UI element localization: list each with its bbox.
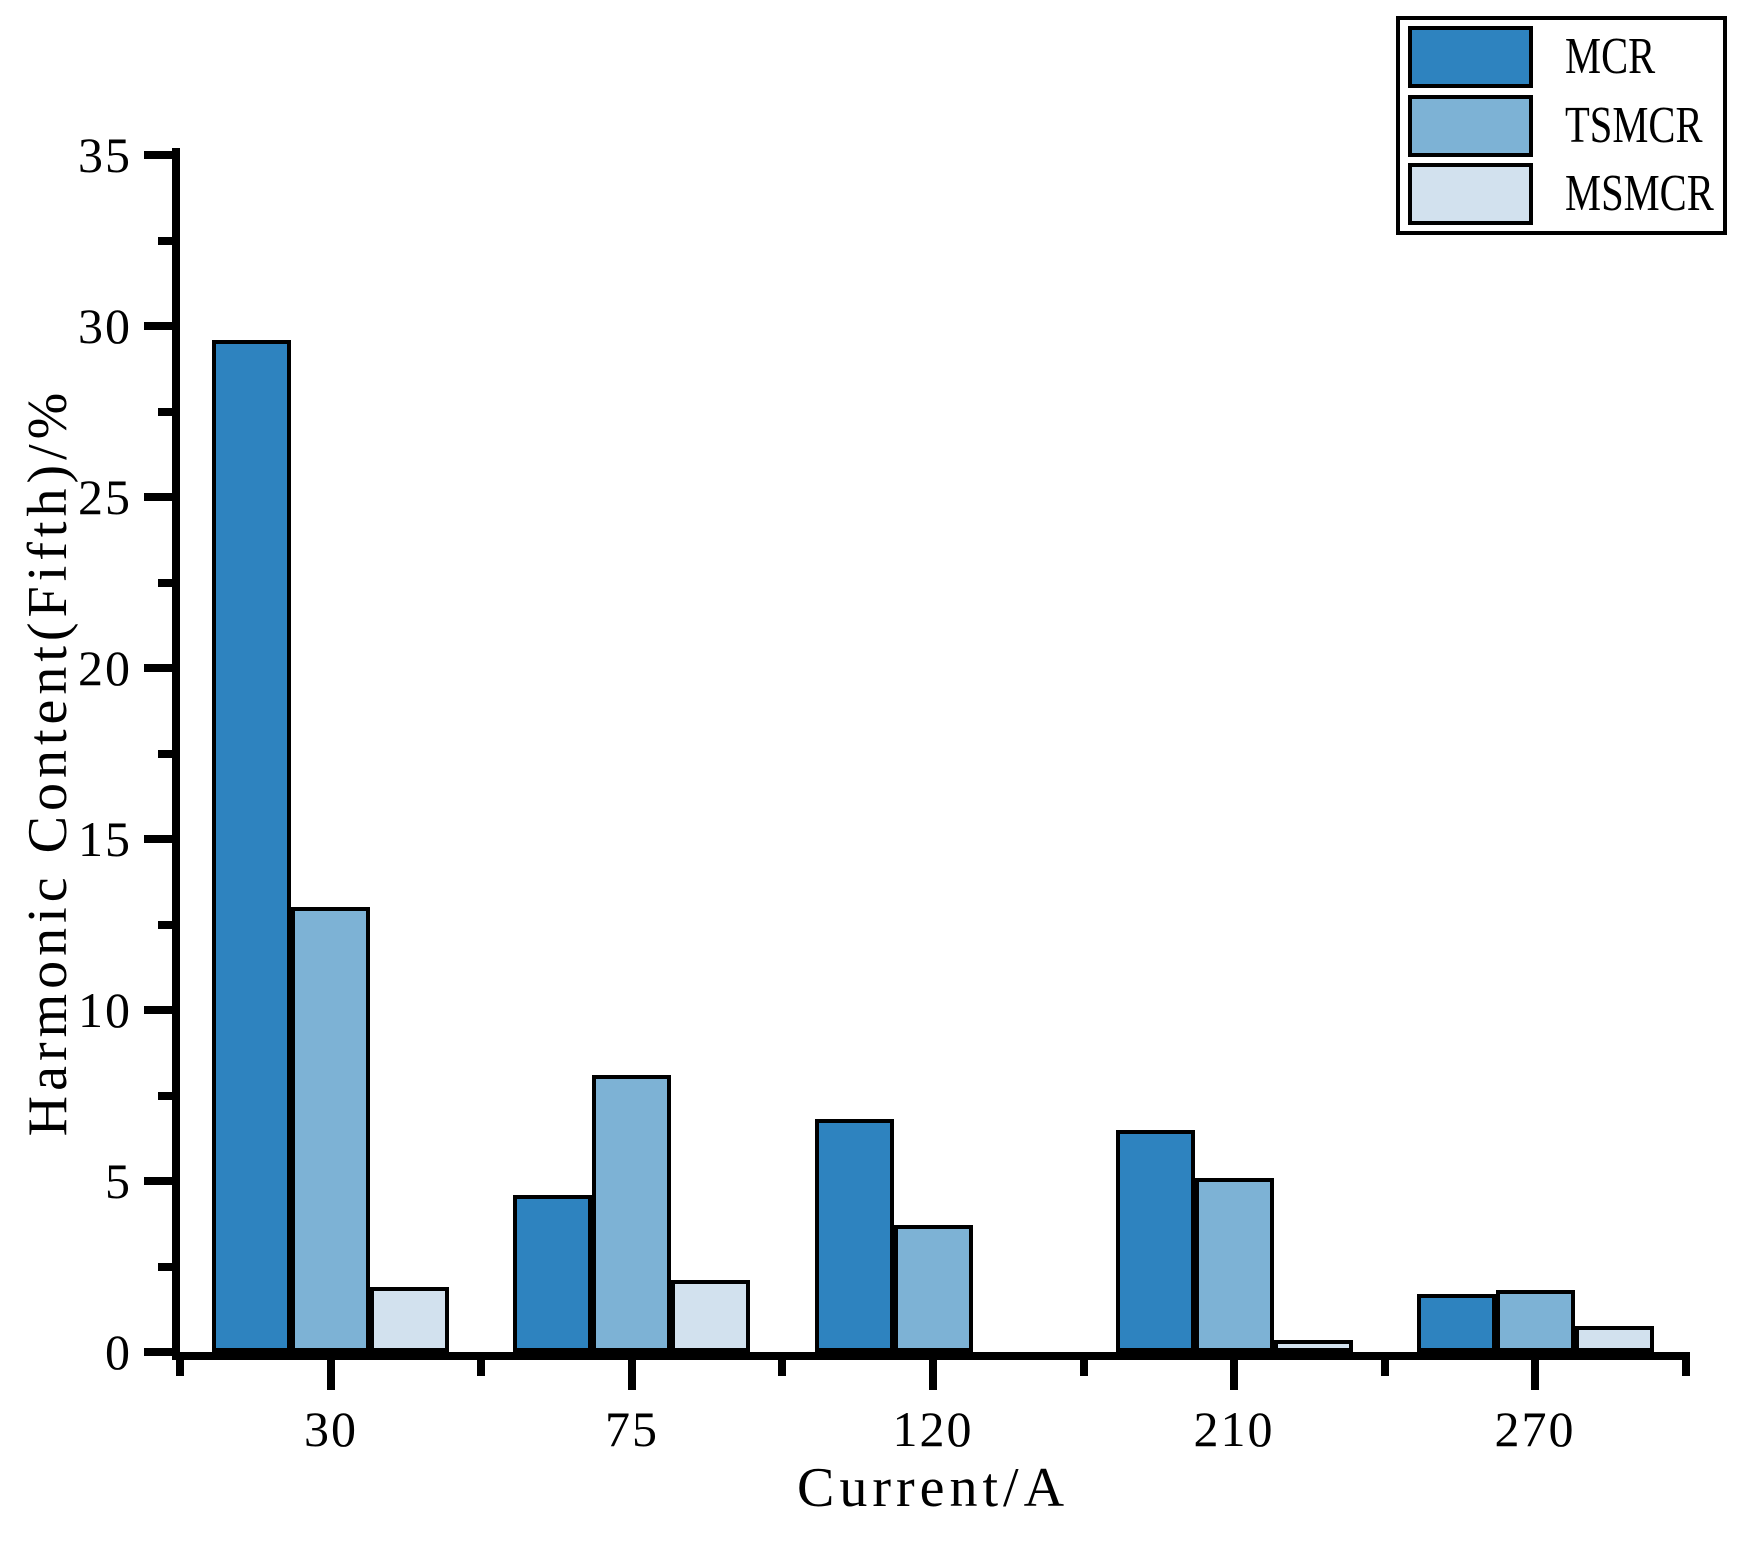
y-minor-tick (158, 1091, 172, 1100)
y-tick-label: 20 (78, 640, 132, 696)
bar-MCR-120 (815, 1119, 894, 1352)
y-tick-label: 35 (78, 127, 132, 183)
y-tick-label: 5 (105, 1153, 132, 1209)
bar-MCR-270 (1417, 1294, 1496, 1352)
y-major-tick (144, 151, 172, 159)
x-minor-tick (1080, 1360, 1088, 1376)
y-axis-title: Harmonic Content(Fifth)/% (17, 387, 79, 1137)
y-major-tick (144, 322, 172, 330)
bar-MSMCR-210 (1274, 1340, 1353, 1352)
legend-item-MCR: MCR (1408, 26, 1715, 88)
y-major-tick (144, 493, 172, 501)
y-major-tick (144, 1348, 172, 1356)
y-tick-label: 10 (78, 982, 132, 1038)
bar-TSMCR-30 (291, 907, 370, 1352)
legend-swatch-MCR (1408, 26, 1533, 88)
y-tick-label: 0 (105, 1324, 132, 1380)
y-minor-tick (158, 1262, 172, 1271)
y-minor-tick (158, 749, 172, 758)
legend-label: MSMCR (1565, 165, 1714, 222)
x-tick-label: 75 (605, 1401, 659, 1457)
y-major-tick (144, 664, 172, 672)
x-tick-label: 210 (1193, 1401, 1275, 1457)
y-tick-label: 25 (78, 469, 132, 525)
legend: MCR TSMCR MSMCR (1396, 16, 1727, 235)
bar-TSMCR-210 (1195, 1178, 1274, 1352)
x-minor-tick (477, 1360, 485, 1376)
legend-item-TSMCR: TSMCR (1408, 94, 1715, 157)
y-major-tick (144, 1006, 172, 1014)
x-minor-tick (778, 1360, 786, 1376)
bar-MCR-30 (212, 340, 291, 1352)
bar-MCR-210 (1116, 1130, 1195, 1352)
legend-label: MCR (1565, 28, 1656, 85)
x-minor-tick (1682, 1360, 1690, 1376)
x-major-tick (1230, 1360, 1238, 1390)
y-minor-tick (158, 578, 172, 587)
legend-label: TSMCR (1565, 96, 1703, 154)
x-major-tick (628, 1360, 636, 1390)
x-minor-tick (1381, 1360, 1389, 1376)
bar-TSMCR-120 (894, 1225, 973, 1352)
legend-item-MSMCR: MSMCR (1408, 163, 1715, 225)
x-tick-label: 30 (304, 1401, 358, 1457)
legend-swatch-TSMCR (1408, 94, 1533, 157)
y-major-tick (144, 835, 172, 843)
x-tick-label: 120 (892, 1401, 974, 1457)
bar-MSMCR-30 (370, 1287, 449, 1352)
y-tick-label: 15 (78, 811, 132, 867)
x-major-tick (327, 1360, 335, 1390)
bar-TSMCR-270 (1496, 1290, 1575, 1352)
legend-swatch-MSMCR (1408, 163, 1533, 225)
bar-MSMCR-75 (671, 1280, 750, 1352)
x-axis-title: Current/A (796, 1457, 1070, 1519)
x-major-tick (929, 1360, 937, 1390)
x-minor-tick (176, 1360, 184, 1376)
x-tick-label: 270 (1494, 1401, 1576, 1457)
x-major-tick (1531, 1360, 1539, 1390)
y-axis-spine (172, 148, 180, 1360)
bar-MCR-75 (513, 1195, 592, 1352)
bar-TSMCR-75 (592, 1075, 671, 1352)
x-axis-spine (172, 1352, 1690, 1360)
y-major-tick (144, 1177, 172, 1185)
y-minor-tick (158, 920, 172, 929)
y-minor-tick (158, 407, 172, 416)
y-minor-tick (158, 236, 172, 245)
y-tick-label: 30 (78, 298, 132, 354)
bar-MSMCR-270 (1575, 1326, 1654, 1352)
